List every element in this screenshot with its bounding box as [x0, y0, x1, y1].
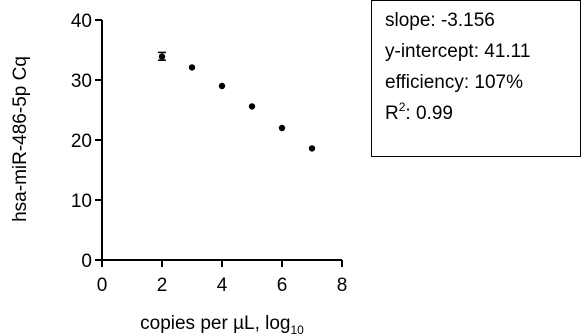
axis-ticks: 0 10 20 30 40 0 2 4 6 8 [71, 11, 347, 296]
x-tick-label: 4 [217, 275, 228, 296]
x-axis-label-main: copies per µL, log [140, 313, 290, 334]
slope-label: slope: [385, 10, 436, 31]
y-tick-label: 40 [71, 11, 92, 32]
data-points [158, 51, 316, 152]
x-tick-label: 2 [157, 275, 168, 296]
y-tick-label: 30 [71, 71, 92, 92]
data-point [188, 64, 196, 71]
r-squared-label-main: R [385, 103, 399, 124]
slope-line: slope: -3.156 [385, 5, 580, 36]
r-squared-value: 0.99 [415, 103, 453, 124]
data-point [248, 103, 256, 110]
y-tick-label: 20 [71, 131, 92, 152]
intercept-label: y-intercept: [385, 41, 479, 62]
x-tick-label: 6 [277, 275, 288, 296]
r-squared-line: R2: 0.99 [385, 98, 580, 129]
data-point [218, 82, 226, 90]
slope-value: -3.156 [440, 10, 495, 31]
y-tick-label: 0 [81, 251, 92, 272]
x-tick-label: 8 [337, 275, 348, 296]
r-squared-label-suffix: : [405, 103, 411, 124]
data-point [278, 124, 286, 132]
efficiency-value: 107% [474, 72, 524, 93]
y-axis-label: hsa-miR-486-5p Cq [10, 56, 31, 222]
efficiency-label: efficiency: [385, 72, 470, 93]
x-tick-label: 0 [97, 275, 108, 296]
efficiency-line: efficiency: 107% [385, 67, 580, 98]
y-tick-label: 10 [71, 191, 92, 212]
intercept-value: 41.11 [484, 41, 531, 62]
data-point [158, 53, 166, 60]
x-axis-label: copies per µL, log10 [140, 313, 304, 335]
data-point [308, 145, 316, 152]
x-axis-label-subscript: 10 [291, 323, 305, 335]
r-squared-label-sup: 2 [398, 100, 406, 114]
intercept-line: y-intercept: 41.11 [385, 36, 580, 67]
regression-stats-box: slope: -3.156 y-intercept: 41.11 efficie… [371, 0, 581, 157]
axes [101, 20, 342, 261]
